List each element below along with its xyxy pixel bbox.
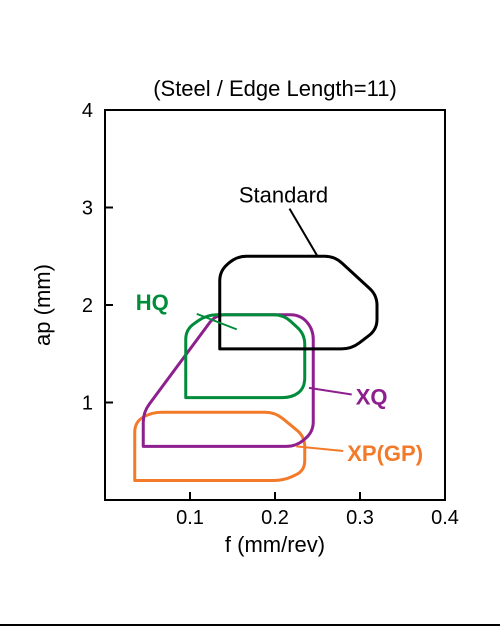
chart-container: (Steel / Edge Length=11) 0.1 0.2 0.3 0.4 1 2 3 4… xyxy=(0,0,500,626)
region-xq xyxy=(143,315,313,447)
chart-svg: (Steel / Edge Length=11) 0.1 0.2 0.3 0.4 1 2 3 4… xyxy=(0,0,500,560)
chart-title: (Steel / Edge Length=11) xyxy=(153,76,397,101)
leader-xq xyxy=(309,388,352,395)
region-hq xyxy=(186,315,305,398)
y-tick-label: 4 xyxy=(82,100,93,122)
x-tick-label: 0.1 xyxy=(176,507,204,529)
label-xq: XQ xyxy=(356,384,388,409)
x-axis-label: f (mm/rev) xyxy=(225,532,325,557)
x-tick-label: 0.4 xyxy=(431,507,459,529)
y-tick-label: 1 xyxy=(82,393,93,415)
y-tick-label: 2 xyxy=(82,295,93,317)
x-tick-label: 0.2 xyxy=(261,507,289,529)
y-tick-label: 3 xyxy=(82,198,93,220)
x-tick-label: 0.3 xyxy=(346,507,374,529)
y-axis-label: ap (mm) xyxy=(30,264,55,346)
label-xp: XP(GP) xyxy=(347,441,423,466)
leader-standard xyxy=(290,209,318,257)
label-standard: Standard xyxy=(239,183,328,208)
label-hq: HQ xyxy=(136,290,169,315)
region-standard xyxy=(220,256,377,349)
